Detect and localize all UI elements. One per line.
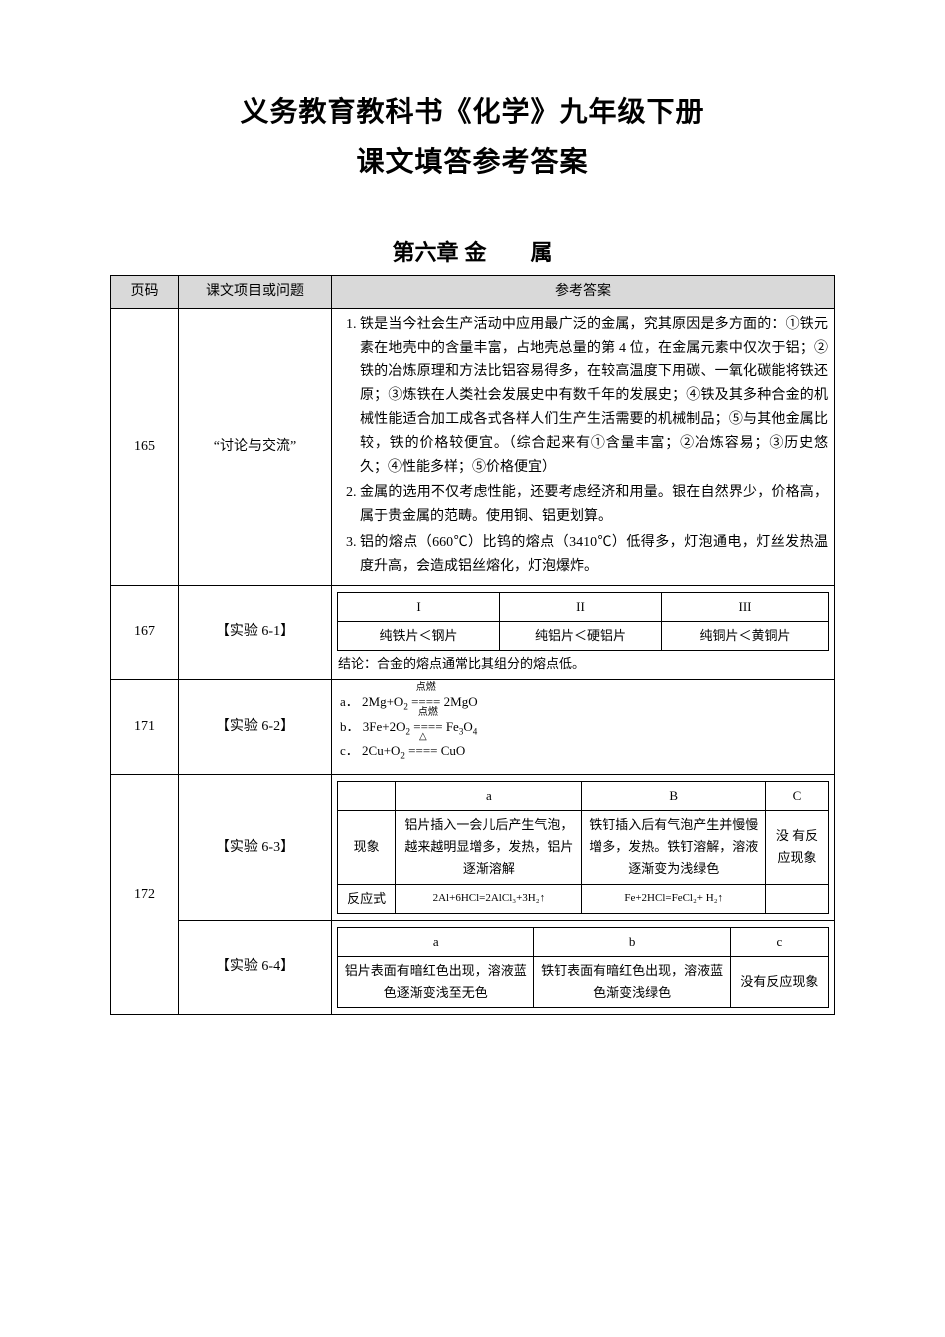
inner-cell: 铁钉插入后有气泡产生并慢慢增多，发热。铁钉溶解，溶液逐渐变为浅绿色 bbox=[582, 811, 766, 884]
inner-cell: 纯铁片＜钢片 bbox=[338, 621, 500, 650]
inner-equation: 2Al+6HCl=2AlCl₃+3H₂↑ bbox=[396, 884, 582, 913]
inner-header: a bbox=[338, 927, 534, 956]
eq-label: b． bbox=[340, 719, 360, 734]
cell-item: “讨论与交流” bbox=[179, 308, 332, 585]
answer-item: 铁是当今社会生产活动中应用最广泛的金属，究其原因是多方面的：①铁元素在地壳中的含… bbox=[360, 313, 828, 480]
inner-header: a bbox=[396, 782, 582, 811]
cell-item: 【实验 6-4】 bbox=[179, 920, 332, 1014]
inner-blank bbox=[338, 782, 396, 811]
inner-cell: 没有反应现象 bbox=[730, 956, 828, 1007]
inner-cell: 没 有反 应现象 bbox=[766, 811, 829, 884]
table-header-row: 页码 课文项目或问题 参考答案 bbox=[111, 276, 835, 309]
inner-header: c bbox=[730, 927, 828, 956]
eq-text: 2Cu+O bbox=[362, 743, 400, 758]
inner-cell: 铁钉表面有暗红色出现，溶液蓝色渐变浅绿色 bbox=[534, 956, 730, 1007]
cell-page: 171 bbox=[111, 679, 179, 774]
cell-answer: a B C 现象 铝片插入一会儿后产生气泡，越来越明显增多，发热，铝片逐渐溶解 … bbox=[332, 775, 835, 920]
header-answer: 参考答案 bbox=[332, 276, 835, 309]
table-row: 165 “讨论与交流” 铁是当今社会生产活动中应用最广泛的金属，究其原因是多方面… bbox=[111, 308, 835, 585]
inner-header: b bbox=[534, 927, 730, 956]
inner-cell: 纯铜片＜黄铜片 bbox=[662, 621, 829, 650]
condition-text: 点燃 bbox=[411, 679, 440, 697]
inner-header: B bbox=[582, 782, 766, 811]
cell-page: 165 bbox=[111, 308, 179, 585]
inner-header: III bbox=[662, 592, 829, 621]
inner-table-6-4: a b c 铝片表面有暗红色出现，溶液蓝色逐渐变浅至无色 铁钉表面有暗红色出现，… bbox=[337, 927, 829, 1008]
table-row: 【实验 6-4】 a b c 铝片表面有暗红色出现，溶液蓝色逐渐变浅至无色 铁钉… bbox=[111, 920, 835, 1014]
answer-item: 铝的熔点（660℃）比钨的熔点（3410℃）低得多，灯泡通电，灯丝发热温度升高，… bbox=[360, 531, 828, 579]
inner-cell: 铝片插入一会儿后产生气泡，越来越明显增多，发热，铝片逐渐溶解 bbox=[396, 811, 582, 884]
inner-cell: 纯铝片＜硬铝片 bbox=[500, 621, 662, 650]
inner-rowlabel: 现象 bbox=[338, 811, 396, 884]
table-row: 172 【实验 6-3】 a B C 现象 铝片插入一会儿后产生气泡，越来越明显… bbox=[111, 775, 835, 920]
inner-header: C bbox=[766, 782, 829, 811]
equation-c: c． 2Cu+O2 △ ==== CuO bbox=[340, 739, 826, 764]
cell-item: 【实验 6-2】 bbox=[179, 679, 332, 774]
condition-text: 点燃 bbox=[413, 704, 442, 722]
inner-header: II bbox=[500, 592, 662, 621]
chapter-heading: 第六章 金 属 bbox=[110, 235, 835, 267]
cell-item: 【实验 6-3】 bbox=[179, 775, 332, 920]
answer-table: 页码 课文项目或问题 参考答案 165 “讨论与交流” 铁是当今社会生产活动中应… bbox=[110, 275, 835, 1015]
condition-text: △ bbox=[408, 728, 437, 746]
table-row: 167 【实验 6-1】 I II III 纯铁片＜钢片 纯铝片＜硬铝片 纯铜片… bbox=[111, 585, 835, 679]
title-line-2: 课文填答参考答案 bbox=[110, 140, 835, 180]
eq-label: c． bbox=[340, 743, 359, 758]
title-line-1: 义务教育教科书《化学》九年级下册 bbox=[110, 90, 835, 130]
eq-text: 2Mg+O bbox=[362, 694, 403, 709]
cell-answer: 铁是当今社会生产活动中应用最广泛的金属，究其原因是多方面的：①铁元素在地壳中的含… bbox=[332, 308, 835, 585]
eq-text: 2MgO bbox=[444, 694, 478, 709]
inner-rowlabel: 反应式 bbox=[338, 884, 396, 913]
table-row: 171 【实验 6-2】 a． 2Mg+O2 点燃 ==== 2MgO b． bbox=[111, 679, 835, 774]
cell-page: 167 bbox=[111, 585, 179, 679]
answer-list: 铁是当今社会生产活动中应用最广泛的金属，究其原因是多方面的：①铁元素在地壳中的含… bbox=[338, 313, 828, 579]
inner-table-6-1: I II III 纯铁片＜钢片 纯铝片＜硬铝片 纯铜片＜黄铜片 bbox=[337, 592, 829, 651]
document-page: 义务教育教科书《化学》九年级下册 课文填答参考答案 第六章 金 属 页码 课文项… bbox=[0, 0, 945, 1075]
eq-text: O bbox=[463, 719, 472, 734]
cell-answer: I II III 纯铁片＜钢片 纯铝片＜硬铝片 纯铜片＜黄铜片 结论：合金的熔点… bbox=[332, 585, 835, 679]
answer-item: 金属的选用不仅考虑性能，还要考虑经济和用量。银在自然界少，价格高，属于贵金属的范… bbox=[360, 481, 828, 529]
eq-text: 3Fe+2O bbox=[363, 719, 406, 734]
cell-page: 172 bbox=[111, 775, 179, 1015]
inner-cell: 铝片表面有暗红色出现，溶液蓝色逐渐变浅至无色 bbox=[338, 956, 534, 1007]
conclusion-text: 结论：合金的熔点通常比其组分的熔点低。 bbox=[332, 653, 834, 675]
cell-item: 【实验 6-1】 bbox=[179, 585, 332, 679]
inner-equation: Fe+2HCl=FeCl₂+ H₂↑ bbox=[582, 884, 766, 913]
header-item: 课文项目或问题 bbox=[179, 276, 332, 309]
cell-answer: a． 2Mg+O2 点燃 ==== 2MgO b． 3Fe+2O2 点燃 bbox=[332, 679, 835, 774]
header-page: 页码 bbox=[111, 276, 179, 309]
inner-cell bbox=[766, 884, 829, 913]
cell-answer: a b c 铝片表面有暗红色出现，溶液蓝色逐渐变浅至无色 铁钉表面有暗红色出现，… bbox=[332, 920, 835, 1014]
eq-text: CuO bbox=[441, 743, 466, 758]
reaction-arrow: △ ==== bbox=[408, 739, 437, 762]
inner-table-6-3: a B C 现象 铝片插入一会儿后产生气泡，越来越明显增多，发热，铝片逐渐溶解 … bbox=[337, 781, 829, 913]
eq-text: Fe bbox=[446, 719, 459, 734]
eq-label: a． bbox=[340, 694, 359, 709]
inner-header: I bbox=[338, 592, 500, 621]
